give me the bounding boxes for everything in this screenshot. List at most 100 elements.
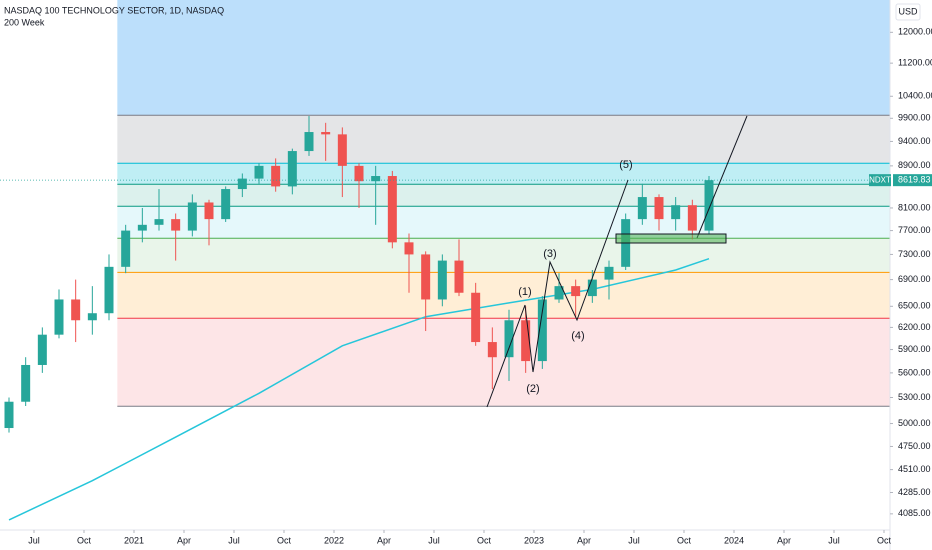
candle-body [554, 286, 564, 300]
candle-body [687, 205, 697, 231]
candle-body [637, 197, 647, 220]
candle-body [221, 189, 231, 220]
support-box [615, 233, 727, 244]
candle-body [654, 197, 664, 220]
fib-band [117, 163, 890, 185]
y-tick-label: 4750.00 [898, 441, 931, 451]
y-tick-label: 10400.00 [898, 91, 932, 101]
x-tick-label: Oct [877, 535, 892, 545]
x-tick-label: 2021 [124, 535, 144, 545]
y-tick-label: 5300.00 [898, 392, 931, 402]
candle-body [104, 266, 114, 314]
wave-label: (3) [543, 248, 556, 260]
y-tick-label: 5000.00 [898, 418, 931, 428]
chart-title: NASDAQ 100 TECHNOLOGY SECTOR, 1D, NASDAQ [4, 5, 224, 15]
y-tick-label: 9900.00 [898, 113, 931, 123]
candle-body [487, 342, 497, 358]
wave-line [486, 179, 629, 408]
fib-bands [117, 0, 890, 407]
fib-band [117, 272, 890, 319]
x-tick-label: Apr [377, 535, 391, 545]
y-tick-label: 4085.00 [898, 508, 931, 518]
fib-band [117, 206, 890, 239]
candle-body [404, 242, 414, 255]
y-tick-label: 6900.00 [898, 274, 931, 284]
candle-body [271, 165, 281, 187]
indicator-name: 200 Week [4, 17, 45, 27]
x-tick-label: Apr [777, 535, 791, 545]
candle-body [171, 219, 181, 231]
candle-body [671, 205, 681, 220]
candle-body [71, 299, 81, 321]
last-price-label: 8619.83 [898, 175, 931, 185]
candle-body [587, 279, 597, 297]
fib-band [117, 184, 890, 207]
fib-band [117, 0, 890, 116]
axes: 12000.00 11200.00 10400.00 9900.00 9400.00 89… [28, 27, 932, 545]
candle-body [421, 254, 431, 300]
candle-body [437, 260, 447, 300]
candle-body [521, 320, 531, 362]
candle-body [304, 132, 314, 152]
candle-body [87, 313, 97, 321]
wave-label: (4) [571, 330, 584, 342]
currency[interactable]: USD [898, 6, 918, 16]
candle-body [454, 260, 464, 293]
y-tick-label: 8900.00 [898, 160, 931, 170]
symbol-label: NDXT [869, 175, 891, 184]
x-tick-label: Jul [228, 535, 240, 545]
candle-body [387, 176, 397, 243]
x-tick-label: Jul [828, 535, 840, 545]
candle-body [254, 165, 264, 179]
candle-body [287, 151, 297, 187]
candle-body [54, 299, 64, 335]
candle-body [571, 286, 581, 297]
candle-body [504, 320, 514, 358]
candle-body [354, 165, 364, 182]
wave-label: (1) [518, 286, 531, 298]
x-tick-label: Oct [77, 535, 92, 545]
candle-body [187, 202, 197, 231]
currency-box[interactable] [895, 3, 921, 21]
y-tick-label: 5600.00 [898, 367, 931, 377]
x-tick-label: 2022 [324, 535, 344, 545]
fib-band [117, 238, 890, 273]
projection-line [696, 115, 748, 239]
candle-body [604, 266, 614, 280]
y-tick-label: 8100.00 [898, 202, 931, 212]
y-tick-label: 7300.00 [898, 249, 931, 259]
candle-body [704, 180, 714, 231]
x-tick-label: 2023 [524, 535, 544, 545]
y-tick-label: 5900.00 [898, 344, 931, 354]
last-price-tag [893, 174, 932, 187]
candle-body [4, 401, 14, 429]
y-tick-label: 4510.00 [898, 464, 931, 474]
plot [0, 116, 890, 521]
y-tick-label: 9400.00 [898, 136, 931, 146]
candle-body [321, 132, 331, 135]
wave-label: (2) [526, 383, 539, 395]
candle-body [21, 364, 31, 402]
symbol-tag [869, 174, 891, 187]
x-tick-label: Apr [577, 535, 591, 545]
x-tick-label: Jul [28, 535, 40, 545]
y-tick-label: 7700.00 [898, 225, 931, 235]
candle-body [154, 219, 164, 225]
y-tick-label: 11200.00 [898, 58, 932, 68]
y-tick-label: 12000.00 [898, 27, 932, 37]
x-tick-label: Jul [428, 535, 440, 545]
x-tick-label: Oct [477, 535, 492, 545]
x-tick-label: Apr [177, 535, 191, 545]
annotations: (1) (2) (3) (4) (5) [518, 159, 632, 395]
candle-body [237, 178, 247, 190]
x-tick-label: Jul [628, 535, 640, 545]
fib-band [117, 115, 890, 164]
candle-body [371, 176, 381, 182]
candle-body [137, 224, 147, 231]
candle-body [337, 134, 347, 166]
y-tick-label: 4285.00 [898, 487, 931, 497]
wave-label: (5) [619, 159, 632, 171]
y-tick-label: 6500.00 [898, 301, 931, 311]
ma-line [8, 257, 710, 521]
